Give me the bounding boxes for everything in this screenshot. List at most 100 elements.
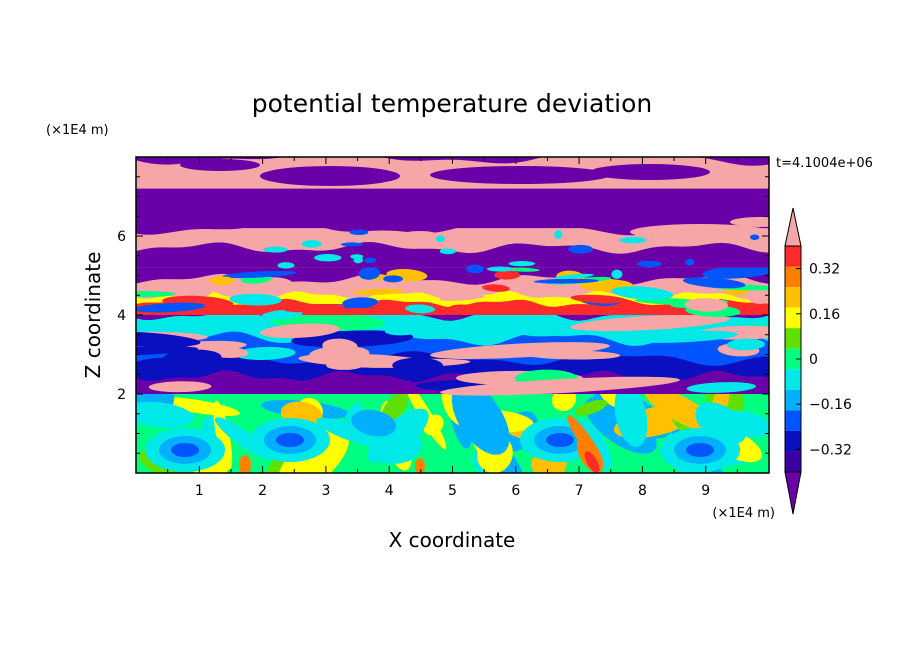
field-cell <box>614 384 648 447</box>
field-cell <box>349 229 369 236</box>
field-cell <box>402 231 438 239</box>
field-cell <box>180 284 213 298</box>
field-cell <box>684 298 729 312</box>
field-cell <box>316 417 386 448</box>
colorbar-swatch <box>785 348 801 370</box>
field-cell <box>590 164 710 180</box>
colorbar-swatch <box>785 410 801 431</box>
field-cell <box>686 443 714 457</box>
field-cell <box>508 261 536 267</box>
field-cell <box>619 237 647 244</box>
x-tick-label: 9 <box>701 483 710 499</box>
field-cell <box>570 314 730 332</box>
colorbar-swatch <box>785 266 801 288</box>
field-cell <box>533 278 599 284</box>
field-cell <box>494 270 521 280</box>
field-cell <box>747 292 769 304</box>
x-axis-label: X coordinate <box>389 528 516 552</box>
x-tick-label: 4 <box>385 483 394 499</box>
colorbar-tick-label: 0.16 <box>809 307 840 323</box>
colorbar-swatch <box>785 328 801 349</box>
field-cell <box>567 415 603 465</box>
field-cell <box>448 304 486 315</box>
field-band <box>136 242 769 268</box>
field-cell <box>546 433 574 447</box>
field-cell <box>575 399 608 416</box>
colorbar-swatch <box>785 307 801 329</box>
colorbar-swatch <box>785 389 801 411</box>
field-cell <box>611 286 674 300</box>
field-cell <box>685 258 695 266</box>
field-cell <box>263 246 288 253</box>
field-cell <box>239 455 251 473</box>
field-cell <box>415 458 425 473</box>
colorbar-tick-label: 0 <box>809 352 818 368</box>
x-tick-label: 5 <box>448 483 457 499</box>
field-cell <box>383 275 403 283</box>
colorbar-swatch <box>785 246 801 267</box>
z-tick-label: 2 <box>117 387 126 403</box>
x-tick-label: 6 <box>511 483 520 499</box>
field-cell <box>482 284 510 292</box>
field-cell <box>423 414 444 436</box>
field-cell <box>486 266 514 272</box>
field-cell <box>750 234 760 240</box>
field-cell <box>261 309 303 320</box>
field-cell <box>451 382 510 455</box>
field-band <box>136 181 769 229</box>
field-cell <box>209 276 235 286</box>
y-axis-label: Z coordinate <box>81 252 105 379</box>
field-cell <box>276 427 350 473</box>
field-cell <box>162 349 222 367</box>
field-cell <box>260 323 340 339</box>
z-tick-label: 4 <box>117 308 126 324</box>
field-cell <box>568 244 593 254</box>
field-cell <box>309 345 370 363</box>
x-tick-label: 1 <box>195 483 204 499</box>
z-axis: 2 4 6 <box>117 176 769 454</box>
field-cell <box>284 304 345 313</box>
field-cell <box>151 320 236 331</box>
x-unit-label: (×1E4 m) <box>712 506 775 521</box>
field-cell <box>367 408 429 463</box>
field-cell <box>260 166 400 186</box>
x-tick-label: 7 <box>575 483 584 499</box>
z-unit-label: (×1E4 m) <box>46 123 109 138</box>
field-cell <box>710 410 769 438</box>
field-cell <box>554 273 594 279</box>
field-cell <box>301 240 322 248</box>
colorbar-tick-label: −0.16 <box>809 397 852 413</box>
field-cell <box>364 257 377 264</box>
field-cell <box>392 357 444 374</box>
field-cell <box>611 269 623 279</box>
field-cell <box>439 248 457 255</box>
field-cell <box>405 304 436 314</box>
field-cell <box>435 235 445 243</box>
field-cell <box>686 382 757 393</box>
field-cell <box>630 224 769 240</box>
colorbar: 0.32 0.16 0 −0.16 −0.32 <box>784 207 852 515</box>
field-cell <box>350 254 364 259</box>
field-layer <box>136 157 769 473</box>
field-cell <box>171 443 199 457</box>
field-cell <box>136 302 206 313</box>
field-cell <box>136 331 201 347</box>
field-cell <box>384 328 416 336</box>
field-cell <box>277 262 295 269</box>
field-cell <box>570 294 628 304</box>
field-cell <box>352 288 404 296</box>
colorbar-top-extension <box>784 207 802 247</box>
field-cell <box>636 260 662 268</box>
field-cell <box>136 291 177 298</box>
colorbar-bottom-extension <box>784 471 802 515</box>
field-cell <box>440 376 680 396</box>
colorbar-swatch <box>785 287 801 308</box>
field-cell <box>234 346 296 360</box>
field-cell <box>520 326 576 337</box>
colorbar-swatch <box>785 430 801 452</box>
field-cell <box>358 266 381 280</box>
field-cell <box>222 270 297 279</box>
time-label: t=4.1004e+06 <box>776 156 873 171</box>
colorbar-tick-label: 0.32 <box>809 262 840 278</box>
field-cell <box>180 159 260 171</box>
